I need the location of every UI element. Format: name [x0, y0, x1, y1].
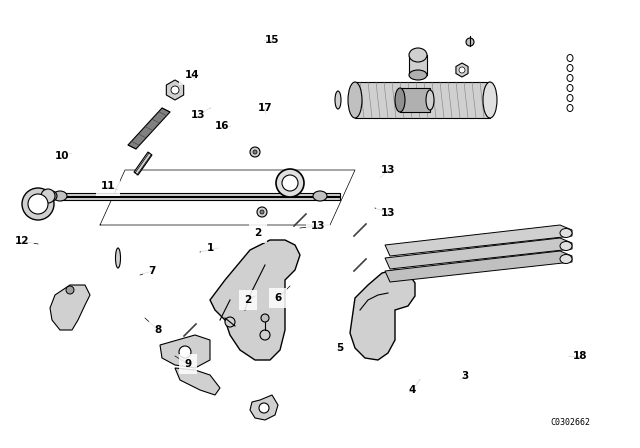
Text: 13: 13 — [381, 208, 396, 218]
Text: 8: 8 — [154, 325, 162, 335]
Polygon shape — [128, 108, 170, 149]
Ellipse shape — [47, 191, 57, 201]
Ellipse shape — [53, 191, 67, 201]
Text: 13: 13 — [191, 110, 205, 120]
Bar — [409, 55, 427, 75]
Ellipse shape — [560, 241, 572, 250]
Circle shape — [261, 314, 269, 322]
Ellipse shape — [115, 248, 120, 268]
Polygon shape — [385, 225, 572, 256]
Text: 12: 12 — [15, 236, 29, 246]
Circle shape — [282, 175, 298, 191]
Text: 18: 18 — [573, 351, 588, 361]
Polygon shape — [385, 238, 572, 269]
Ellipse shape — [483, 82, 497, 118]
Circle shape — [22, 188, 54, 220]
Polygon shape — [50, 285, 90, 330]
Text: 17: 17 — [258, 103, 272, 113]
Ellipse shape — [426, 90, 434, 110]
Text: 7: 7 — [148, 266, 156, 276]
Text: C0302662: C0302662 — [550, 418, 590, 426]
Circle shape — [66, 286, 74, 294]
Text: 13: 13 — [381, 165, 396, 175]
Ellipse shape — [409, 48, 427, 62]
Text: 15: 15 — [265, 35, 279, 45]
Circle shape — [260, 330, 270, 340]
Polygon shape — [210, 240, 300, 360]
Text: 1: 1 — [206, 243, 214, 253]
Circle shape — [466, 38, 474, 46]
Text: 16: 16 — [215, 121, 229, 131]
Text: 6: 6 — [275, 293, 282, 303]
Circle shape — [253, 150, 257, 154]
Circle shape — [259, 403, 269, 413]
Text: 11: 11 — [100, 181, 115, 191]
Ellipse shape — [348, 82, 362, 118]
Circle shape — [41, 189, 55, 203]
Circle shape — [260, 210, 264, 214]
Text: 4: 4 — [408, 385, 416, 395]
Text: 14: 14 — [185, 70, 199, 80]
Text: 9: 9 — [184, 359, 191, 369]
Polygon shape — [355, 82, 490, 118]
Ellipse shape — [409, 70, 427, 80]
Polygon shape — [350, 270, 415, 360]
Polygon shape — [60, 193, 340, 200]
Circle shape — [250, 147, 260, 157]
Circle shape — [171, 86, 179, 94]
Ellipse shape — [313, 191, 327, 201]
Ellipse shape — [335, 91, 341, 109]
Circle shape — [459, 67, 465, 73]
Polygon shape — [250, 395, 278, 420]
Polygon shape — [385, 251, 572, 282]
Ellipse shape — [560, 254, 572, 263]
Circle shape — [28, 194, 48, 214]
Circle shape — [225, 317, 235, 327]
Bar — [400, 88, 430, 112]
Polygon shape — [160, 335, 210, 368]
Text: 10: 10 — [55, 151, 69, 161]
Circle shape — [179, 346, 191, 358]
Circle shape — [276, 169, 304, 197]
Polygon shape — [134, 152, 152, 175]
Ellipse shape — [560, 228, 572, 237]
Text: 5: 5 — [337, 343, 344, 353]
Text: 3: 3 — [461, 371, 468, 381]
Text: 2: 2 — [244, 295, 252, 305]
Text: 2: 2 — [254, 228, 262, 238]
Polygon shape — [456, 63, 468, 77]
Ellipse shape — [395, 88, 405, 112]
Polygon shape — [175, 368, 220, 395]
Circle shape — [257, 207, 267, 217]
Text: 13: 13 — [311, 221, 325, 231]
Polygon shape — [166, 80, 184, 100]
